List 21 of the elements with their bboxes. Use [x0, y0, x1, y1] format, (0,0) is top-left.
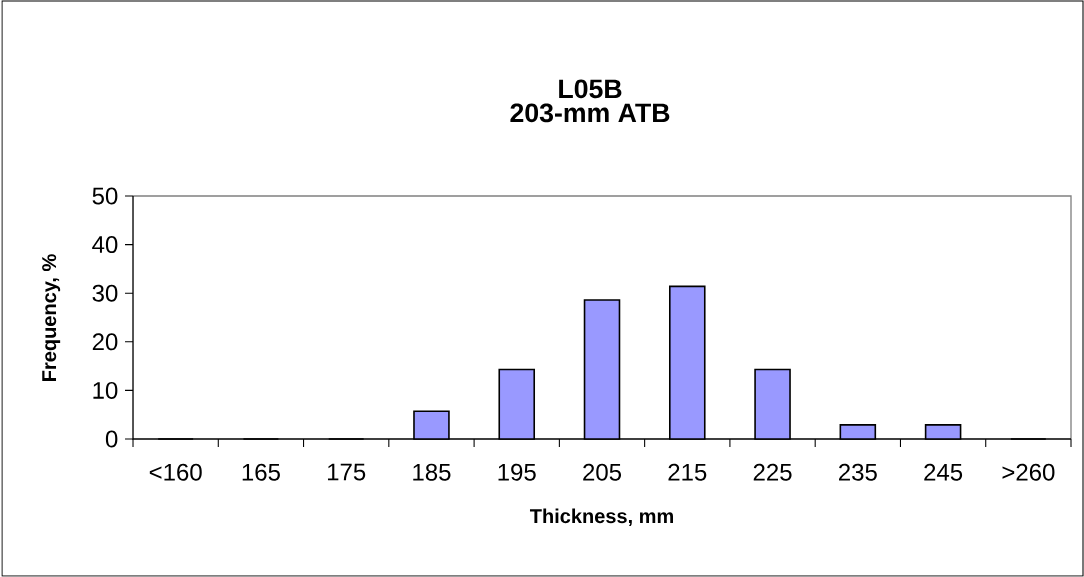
x-tick-label: <160 — [149, 463, 202, 481]
chart-subtitle: 203-mm ATB — [510, 103, 670, 123]
x-tick-label: 165 — [242, 463, 280, 481]
x-tick-label: 245 — [924, 463, 963, 481]
x-tick-label: 215 — [668, 463, 707, 481]
y-tick-label: 20 — [92, 333, 118, 351]
x-tick-label: 175 — [327, 463, 366, 481]
x-tick-label: >260 — [1002, 463, 1055, 481]
y-tick-label: 0 — [105, 430, 118, 448]
x-tick-label: 205 — [583, 463, 622, 481]
x-axis-title: Thickness, mm — [529, 508, 673, 527]
y-tick-label: 10 — [93, 381, 118, 399]
y-tick-label: 40 — [92, 236, 118, 254]
chart-title: L05B — [559, 79, 622, 99]
y-tick-label: 30 — [92, 284, 118, 302]
y-tick-label: 50 — [92, 187, 118, 205]
x-tick-label: 235 — [839, 463, 877, 481]
x-tick-label: 195 — [498, 463, 536, 481]
y-axis-title: Frequency, % — [42, 254, 61, 381]
x-tick-label: 185 — [413, 463, 451, 481]
x-tick-label: 225 — [753, 463, 792, 481]
